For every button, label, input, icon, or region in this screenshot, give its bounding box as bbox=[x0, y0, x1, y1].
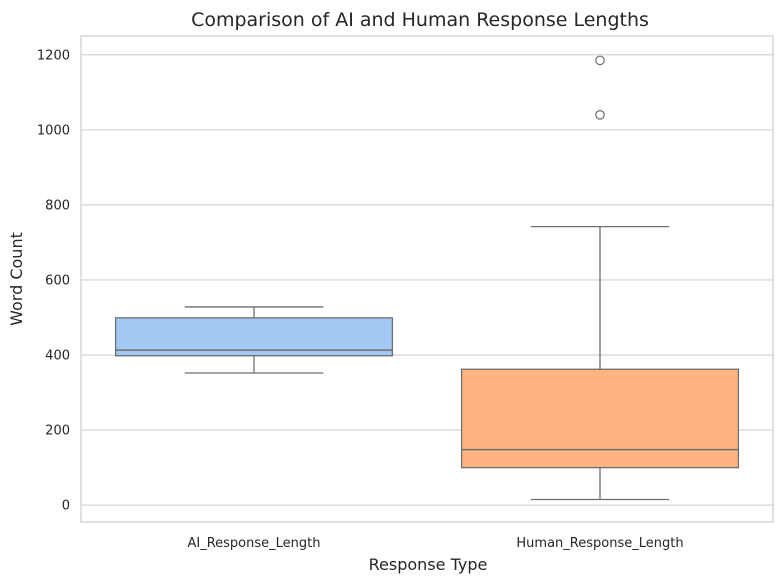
y-axis-label: Word Count bbox=[7, 232, 26, 326]
y-tick-label: 600 bbox=[45, 273, 70, 288]
y-tick-label: 0 bbox=[62, 499, 70, 514]
x-tick-label: AI_Response_Length bbox=[187, 536, 320, 551]
x-axis-label: Response Type bbox=[369, 555, 488, 574]
y-tick-label: 800 bbox=[45, 198, 70, 213]
box-series bbox=[114, 55, 740, 501]
box-group bbox=[114, 306, 394, 374]
chart-title: Comparison of AI and Human Response Leng… bbox=[191, 9, 649, 31]
outlier-point bbox=[595, 110, 605, 120]
x-tick-label: Human_Response_Length bbox=[516, 536, 683, 551]
y-tick-label: 400 bbox=[45, 348, 70, 363]
y-tick-label: 1000 bbox=[37, 123, 70, 138]
iqr-box bbox=[460, 368, 740, 469]
y-tick-label: 1200 bbox=[37, 48, 70, 63]
y-tick-label: 200 bbox=[45, 424, 70, 439]
outlier-point bbox=[595, 55, 605, 66]
box-group bbox=[460, 55, 740, 501]
y-tick-labels: 0 200 400 600 800 1000 1200 bbox=[37, 48, 70, 513]
plot-frame bbox=[80, 35, 774, 523]
x-tick-labels: AI_Response_Length Human_Response_Length bbox=[187, 536, 683, 551]
